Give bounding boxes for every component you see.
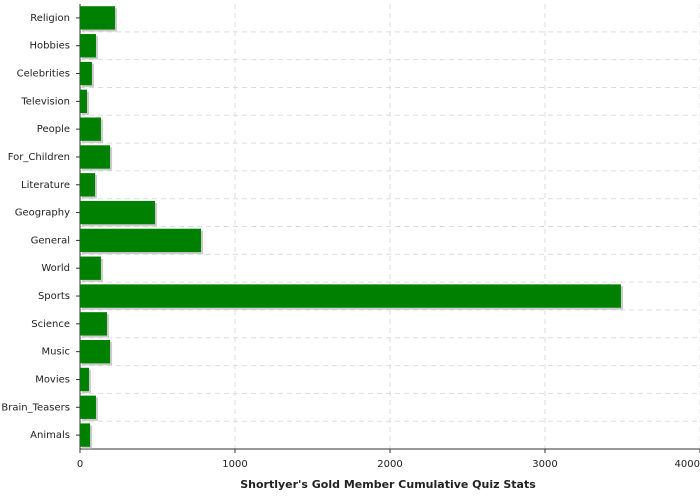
bar (80, 256, 101, 280)
x-tick-label: 2000 (377, 459, 402, 470)
y-tick-label: Science (31, 319, 70, 330)
x-tick-label: 1000 (222, 459, 247, 470)
bar (80, 61, 92, 86)
bar (80, 367, 89, 392)
y-tick-label: Television (20, 96, 70, 107)
bar (80, 423, 91, 447)
y-tick-label: Hobbies (30, 41, 70, 52)
y-tick-label: World (41, 263, 70, 274)
bar (80, 200, 156, 225)
y-tick-label: Literature (21, 180, 70, 191)
bar (80, 89, 87, 114)
bar (80, 6, 116, 30)
y-tick-label: Animals (30, 430, 70, 441)
y-tick-label: Celebrities (17, 69, 70, 80)
bar (80, 228, 202, 253)
bar (80, 173, 96, 197)
x-axis-title: Shortlyer's Gold Member Cumulative Quiz … (240, 478, 536, 491)
y-tick-label: Religion (30, 13, 70, 24)
x-tick-label: 4000 (675, 459, 700, 470)
bar (80, 284, 621, 308)
x-tick-label: 3000 (532, 459, 557, 470)
y-tick-label: Brain_Teasers (1, 402, 70, 413)
bar (80, 34, 96, 58)
y-tick-label: Music (42, 347, 70, 358)
y-tick-label: General (31, 235, 70, 246)
bar (80, 145, 111, 169)
bar (80, 339, 111, 364)
x-tick-label: 0 (77, 459, 83, 470)
y-tick-label: Geography (15, 208, 70, 219)
y-tick-label: People (37, 124, 70, 135)
y-tick-label: Movies (35, 374, 70, 385)
y-tick-label: For_Children (8, 152, 70, 163)
bar (80, 312, 107, 336)
bar (80, 395, 96, 419)
y-tick-label: Sports (38, 291, 70, 302)
bar (80, 117, 101, 141)
